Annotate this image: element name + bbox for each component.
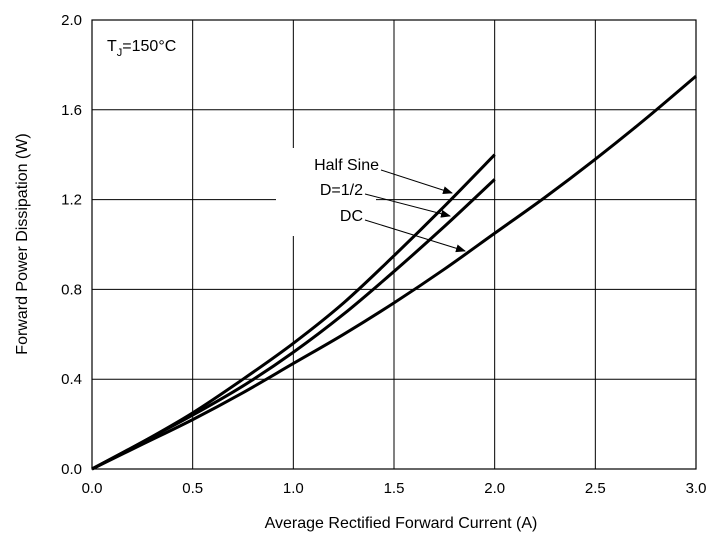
plot-frame bbox=[91, 19, 697, 470]
curve-labels: Half Sine D=1/2 DC bbox=[314, 157, 466, 253]
y-tick-label: 2.0 bbox=[61, 12, 82, 29]
x-tick-label: 2.0 bbox=[484, 480, 505, 497]
y-tick-label: 0.4 bbox=[61, 371, 82, 388]
tj-prefix: T bbox=[107, 38, 117, 55]
grid bbox=[92, 20, 696, 469]
x-tick-label: 2.5 bbox=[585, 480, 606, 497]
label-masks bbox=[276, 148, 376, 236]
label-background bbox=[276, 148, 376, 236]
series-label-d-1-2: D=1/2 bbox=[320, 182, 363, 199]
y-tick-label: 1.6 bbox=[61, 102, 82, 119]
y-tick-label: 1.2 bbox=[61, 192, 82, 209]
x-axis-label: Average Rectified Forward Current (A) bbox=[265, 515, 538, 532]
series-pointer-dc bbox=[364, 219, 466, 253]
series-pointer-half-sine bbox=[380, 169, 453, 195]
y-axis-label: Forward Power Dissipation (W) bbox=[14, 133, 31, 354]
tj-annotation: TJ=150°C bbox=[107, 38, 176, 59]
y-tick-label: 0.8 bbox=[61, 281, 82, 298]
x-tick-label: 3.0 bbox=[686, 480, 707, 497]
series-line-d-1-2 bbox=[91, 178, 496, 471]
x-tick-labels: 0.0 0.5 1.0 1.5 2.0 2.5 3.0 bbox=[82, 480, 707, 497]
series-label-dc: DC bbox=[340, 208, 363, 225]
series-label-half-sine: Half Sine bbox=[314, 157, 379, 174]
x-tick-label: 1.0 bbox=[283, 480, 304, 497]
y-tick-labels: 0.0 0.4 0.8 1.2 1.6 2.0 bbox=[61, 12, 82, 478]
tj-subscript: J bbox=[117, 47, 123, 59]
series-line-dc bbox=[91, 74, 697, 471]
y-tick-label: 0.0 bbox=[61, 461, 82, 478]
x-tick-label: 0.0 bbox=[82, 480, 103, 497]
x-tick-label: 0.5 bbox=[182, 480, 203, 497]
x-tick-label: 1.5 bbox=[384, 480, 405, 497]
curves bbox=[91, 74, 697, 471]
plot-area-border bbox=[91, 19, 697, 470]
tj-suffix: =150°C bbox=[122, 38, 176, 55]
series-pointer-d-1-2 bbox=[364, 193, 451, 218]
